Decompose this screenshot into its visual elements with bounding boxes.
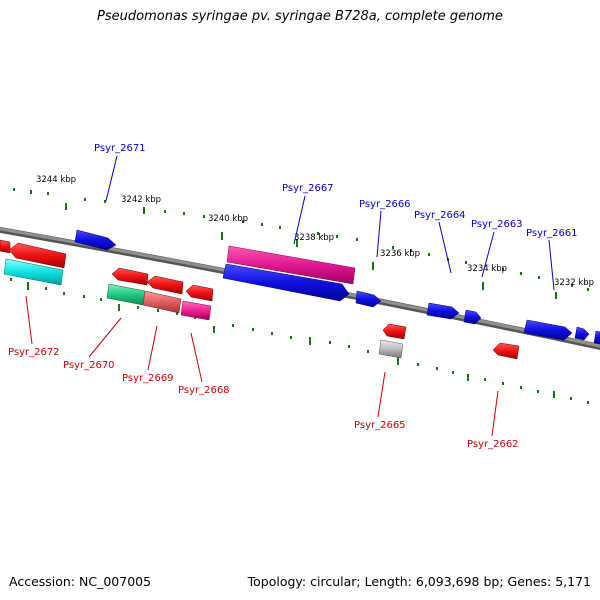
- gene-label-psyr-2664[interactable]: Psyr_2664: [414, 210, 466, 221]
- gene-label-psyr-2663[interactable]: Psyr_2663: [471, 219, 523, 230]
- gene-psyr-2672-left[interactable]: [0, 239, 11, 254]
- gene-psyr-2672-cyan[interactable]: [3, 258, 64, 286]
- gene-psyr-2672[interactable]: [8, 242, 67, 269]
- gene-blue-edge[interactable]: [593, 330, 600, 345]
- gene-label-psyr-2666[interactable]: Psyr_2666: [359, 199, 411, 210]
- gene-psyr-2666[interactable]: [222, 263, 350, 302]
- gene-psyr-2661[interactable]: [523, 319, 573, 341]
- gene-label-psyr-2669[interactable]: Psyr_2669: [122, 373, 174, 384]
- gene-label-psyr-2671[interactable]: Psyr_2671: [94, 143, 146, 154]
- gene-psyr-2663[interactable]: [463, 309, 482, 325]
- gene-psyr-2670[interactable]: [106, 283, 146, 306]
- gene-blue-3236[interactable]: [355, 290, 382, 308]
- scale-ticks-lower: [10, 278, 589, 404]
- scale-labels: 3244 kbp 3242 kbp 3240 kbp 3238 kbp 3236…: [36, 175, 594, 288]
- gene-label-psyr-2668[interactable]: Psyr_2668: [178, 385, 230, 396]
- scale-label: 3234 kbp: [467, 264, 507, 274]
- gene-psyr-2669[interactable]: [142, 290, 182, 314]
- gene-psyr-2664[interactable]: [426, 302, 460, 320]
- gene-blue-3231[interactable]: [574, 326, 590, 341]
- scale-label: 3232 kbp: [554, 278, 594, 288]
- gene-psyr-2670-red[interactable]: [111, 267, 149, 286]
- genome-summary-text: Topology: circular; Length: 6,093,698 bp…: [247, 574, 591, 589]
- gene-labels-plus: Psyr_2671 Psyr_2667 Psyr_2666 Psyr_2664 …: [94, 143, 578, 239]
- gene-labels-minus: Psyr_2672 Psyr_2670 Psyr_2669 Psyr_2668 …: [8, 347, 519, 450]
- gene-psyr-2671[interactable]: [74, 229, 117, 251]
- plus-strand-genes: [74, 229, 600, 345]
- scale-label: 3240 kbp: [208, 214, 248, 224]
- gene-label-psyr-2661[interactable]: Psyr_2661: [526, 228, 578, 239]
- scale-label: 3236 kbp: [380, 249, 420, 259]
- gene-label-psyr-2662[interactable]: Psyr_2662: [467, 439, 519, 450]
- gene-label-psyr-2667[interactable]: Psyr_2667: [282, 183, 334, 194]
- gene-label-psyr-2670[interactable]: Psyr_2670: [63, 360, 115, 371]
- gene-label-psyr-2672[interactable]: Psyr_2672: [8, 347, 60, 358]
- label-leaders-plus: [105, 155, 555, 291]
- scale-label: 3238 kbp: [294, 233, 334, 243]
- gene-psyr-2665-red[interactable]: [382, 323, 407, 340]
- gene-psyr-2668[interactable]: [180, 300, 212, 321]
- scale-label: 3242 kbp: [121, 195, 161, 205]
- accession-text: Accession: NC_007005: [9, 574, 152, 589]
- gene-label-psyr-2665[interactable]: Psyr_2665: [354, 420, 406, 431]
- gene-psyr-2665[interactable]: [378, 339, 404, 359]
- scale-label: 3244 kbp: [36, 175, 76, 185]
- minus-strand-genes: [0, 239, 520, 360]
- genome-title: Pseudomonas syringae pv. syringae B728a,…: [97, 9, 503, 24]
- gene-psyr-2668-red[interactable]: [185, 284, 214, 302]
- label-leaders-minus: [25, 295, 499, 437]
- gene-psyr-2667[interactable]: [226, 245, 356, 285]
- gene-psyr-2669-red[interactable]: [146, 275, 184, 295]
- gene-psyr-2662[interactable]: [492, 342, 520, 360]
